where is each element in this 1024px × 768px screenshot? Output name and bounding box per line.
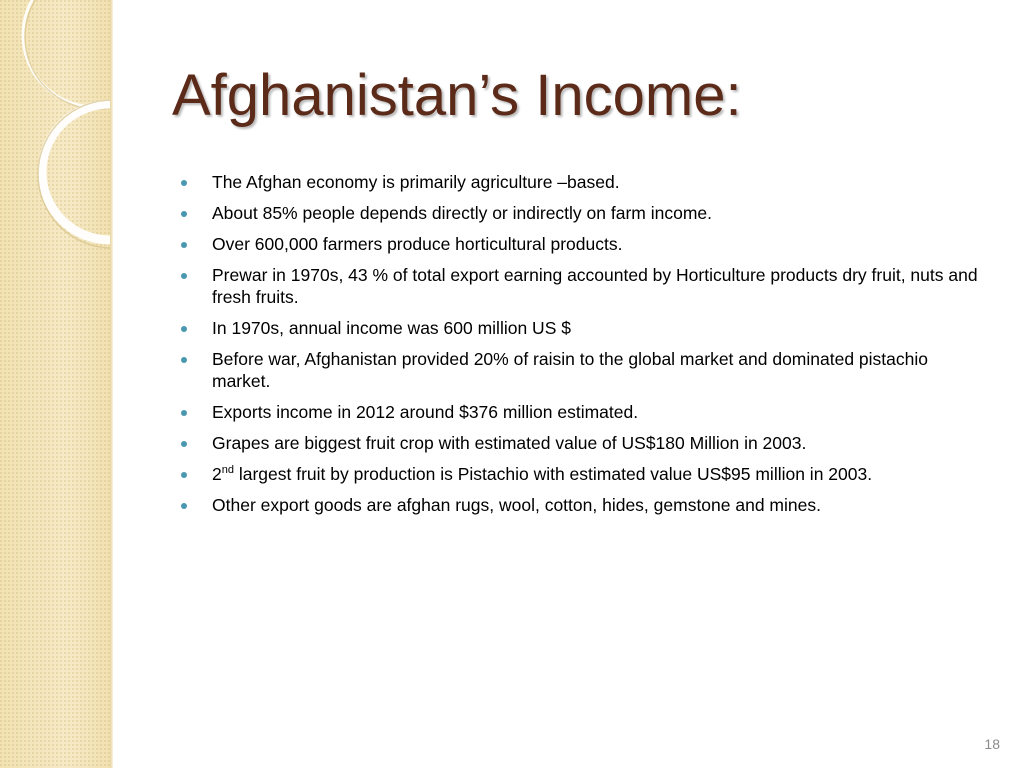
bullet-text: Before war, Afghanistan provided 20% of … xyxy=(212,349,928,391)
bullet-prefix: 2 xyxy=(212,464,222,484)
bullet-text: Prewar in 1970s, 43 % of total export ea… xyxy=(212,265,978,307)
bullet-dot-icon xyxy=(181,357,187,363)
slide-number: 18 xyxy=(984,736,1000,752)
bullet-text: The Afghan economy is primarily agricult… xyxy=(212,172,620,192)
bullet-text: Grapes are biggest fruit crop with estim… xyxy=(212,433,807,453)
bullet-list: The Afghan economy is primarily agricult… xyxy=(178,171,978,525)
bullet-item: The Afghan economy is primarily agricult… xyxy=(178,171,978,193)
bullet-dot-icon xyxy=(181,441,187,447)
decorative-circles xyxy=(21,0,113,249)
bullet-item: Over 600,000 farmers produce horticultur… xyxy=(178,233,978,255)
bullet-dot-icon xyxy=(181,503,187,509)
bullet-item: Other export goods are afghan rugs, wool… xyxy=(178,494,978,516)
bullet-dot-icon xyxy=(181,211,187,217)
bullet-item: In 1970s, annual income was 600 million … xyxy=(178,317,978,339)
bullet-text: In 1970s, annual income was 600 million … xyxy=(212,318,571,338)
bullet-text: Other export goods are afghan rugs, wool… xyxy=(212,495,821,515)
bullet-text: largest fruit by production is Pistachio… xyxy=(233,464,873,484)
bullet-dot-icon xyxy=(181,273,187,279)
bullet-text: Over 600,000 farmers produce horticultur… xyxy=(212,234,623,254)
bullet-dot-icon xyxy=(181,410,187,416)
bullet-item: Grapes are biggest fruit crop with estim… xyxy=(178,432,978,454)
bullet-item: Prewar in 1970s, 43 % of total export ea… xyxy=(178,264,978,308)
bullet-dot-icon xyxy=(181,326,187,332)
bullet-superscript: nd xyxy=(221,464,234,476)
bullet-dot-icon xyxy=(181,472,187,478)
bullet-text: Exports income in 2012 around $376 milli… xyxy=(212,402,639,422)
bullet-dot-icon xyxy=(181,242,187,248)
decorative-circle-medium xyxy=(37,99,113,245)
bullet-dot-icon xyxy=(181,180,187,186)
slide-title: Afghanistan’s Income: xyxy=(172,63,742,128)
decorative-side-band xyxy=(0,0,113,768)
bullet-item: Before war, Afghanistan provided 20% of … xyxy=(178,348,978,392)
bullet-text: About 85% people depends directly or ind… xyxy=(212,203,712,223)
decorative-circle-large xyxy=(21,0,113,109)
decorative-circle-large-shadow xyxy=(24,0,113,110)
bullet-item: About 85% people depends directly or ind… xyxy=(178,202,978,224)
bullet-item: Exports income in 2012 around $376 milli… xyxy=(178,401,978,423)
bullet-item: 2nd largest fruit by production is Pista… xyxy=(178,463,978,485)
